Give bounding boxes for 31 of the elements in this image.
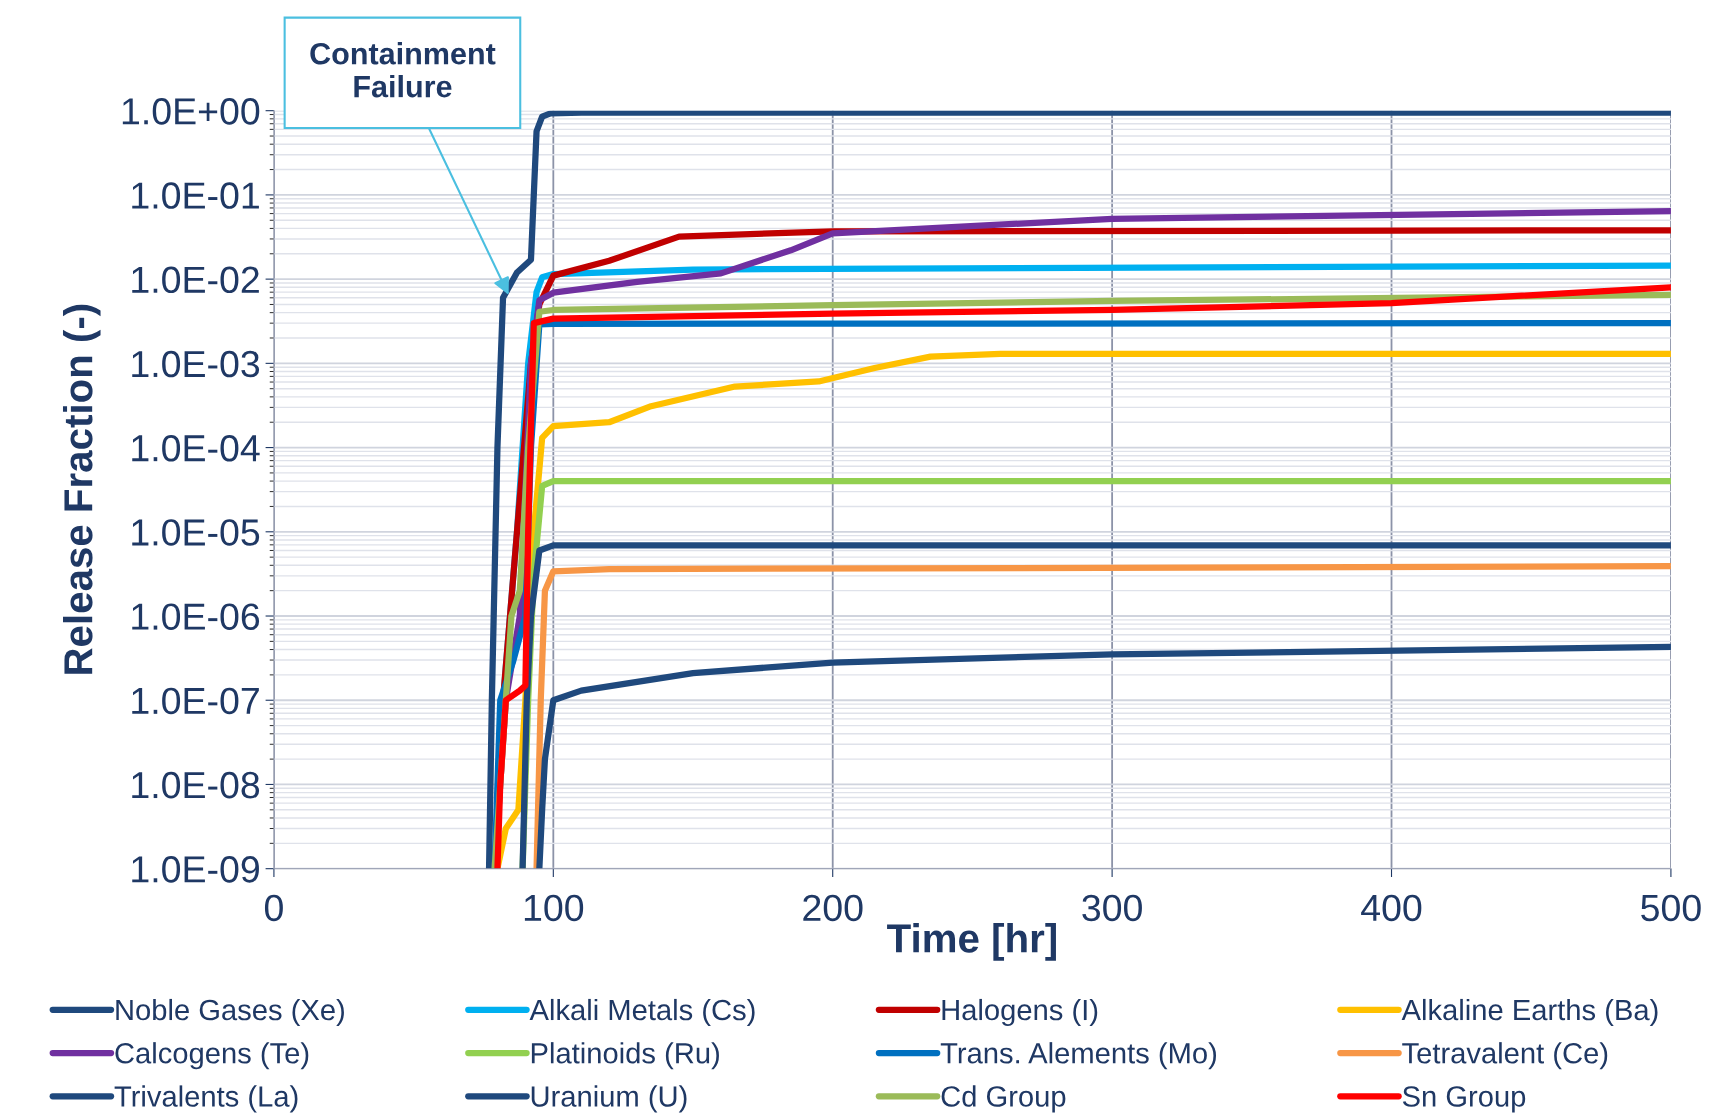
legend-label: Sn Group [1402, 1086, 1526, 1113]
y-tick-label: 1.0E-08 [132, 771, 260, 799]
y-tick-label: 1.0E-02 [132, 266, 259, 294]
x-tick-label: 0 [264, 894, 283, 922]
y-tick-label: 1.0E-06 [132, 603, 260, 630]
legend-label: Noble Gases (Xe) [116, 998, 344, 1027]
legend-label: Cd Group [941, 1085, 1066, 1113]
annotation: Containment Failure [310, 42, 496, 98]
y-tick-label: 1.0E-01 [132, 182, 259, 209]
x-tick-label: 400 [1361, 894, 1422, 922]
y-tick-label: 1.0E-07 [132, 687, 259, 715]
x-tick-label: 300 [1082, 894, 1142, 922]
legend-label: Calcogens (Te) [115, 1042, 309, 1070]
y-tick-label: 1.0E+00 [122, 98, 260, 125]
legend-label: Platinoids (Ru) [531, 1042, 719, 1070]
y-tick-label: 1.0E-05 [132, 519, 260, 546]
y-tick-label: 1.0E-03 [132, 350, 260, 378]
legend-label: Trivalents (La) [114, 1085, 298, 1113]
x-tick-label: 200 [803, 894, 863, 922]
y-tick-label: 1.0E-09 [132, 856, 259, 883]
x-axis-title: Time [hr] [887, 923, 1056, 961]
legend-label: Uranium (U) [531, 1085, 687, 1113]
legend-label: Halogens (I) [942, 998, 1098, 1027]
y-tick-label: 1.0E-04 [132, 434, 260, 462]
y-axis-title: Release Fraction (-) [62, 304, 101, 674]
legend-label: Tetravalent (Ce) [1402, 1042, 1608, 1070]
legend-label: Alkali Metals (Cs) [529, 998, 755, 1027]
legend-label: Trans. Alements (Mo) [940, 1042, 1217, 1070]
x-tick-label: 500 [1641, 894, 1701, 922]
legend-label: Alkaline Earths (Ba) [1401, 998, 1658, 1027]
x-tick-label: 100 [524, 894, 584, 922]
